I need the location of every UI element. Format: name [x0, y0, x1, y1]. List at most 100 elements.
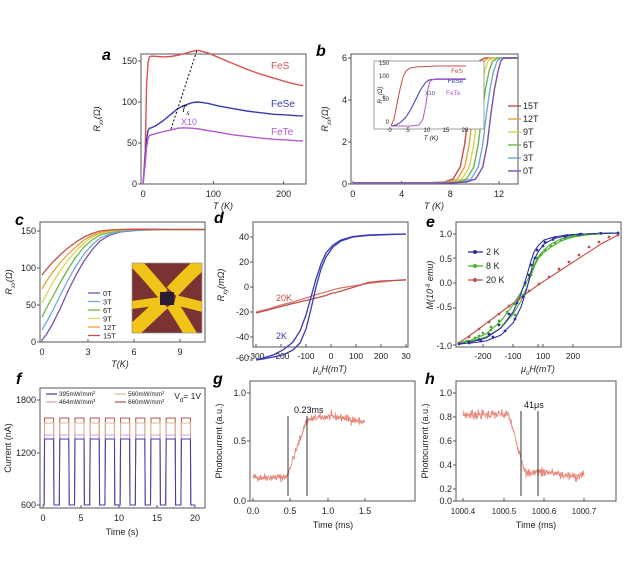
svg-text:660mW/mm2: 660mW/mm2: [128, 397, 165, 406]
svg-text:FeSe: FeSe: [271, 99, 295, 110]
svg-text:15: 15: [152, 513, 162, 523]
svg-text:100: 100: [206, 189, 221, 199]
svg-text:9: 9: [178, 347, 183, 357]
svg-text:-100: -100: [505, 351, 522, 361]
svg-text:150: 150: [379, 61, 390, 67]
svg-text:1000.5: 1000.5: [492, 507, 517, 516]
svg-text:0.0: 0.0: [440, 278, 453, 288]
svg-text:6: 6: [342, 53, 347, 63]
svg-text:μoH(mT): μoH(mT): [312, 364, 347, 377]
svg-text:0.5: 0.5: [234, 436, 247, 446]
svg-text:FeSe: FeSe: [447, 78, 463, 85]
svg-text:μoH(mT): μoH(mT): [521, 364, 556, 377]
svg-text:FeS: FeS: [271, 61, 290, 72]
svg-text:Vd= 1V: Vd= 1V: [174, 391, 201, 404]
svg-text:X10: X10: [425, 91, 435, 97]
svg-text:0.2: 0.2: [439, 484, 452, 494]
svg-text:4: 4: [399, 189, 404, 199]
svg-text:100: 100: [349, 351, 363, 361]
svg-text:200: 200: [566, 351, 580, 361]
svg-text:0: 0: [132, 179, 137, 189]
svg-text:12: 12: [494, 189, 504, 199]
svg-text:T (K): T (K): [424, 201, 444, 211]
svg-text:100: 100: [21, 263, 36, 273]
svg-text:3T: 3T: [523, 153, 534, 163]
svg-text:0: 0: [31, 337, 36, 347]
svg-text:12T: 12T: [523, 114, 539, 124]
svg-text:1000.6: 1000.6: [532, 507, 557, 516]
svg-text:-40: -40: [236, 332, 249, 342]
svg-text:0.0: 0.0: [234, 496, 247, 506]
svg-text:6T: 6T: [523, 140, 534, 150]
svg-text:-200: -200: [475, 351, 492, 361]
svg-text:6: 6: [132, 347, 137, 357]
svg-text:0.0: 0.0: [439, 496, 452, 506]
svg-text:30: 30: [401, 351, 411, 361]
svg-text:8: 8: [448, 189, 453, 199]
svg-text:5: 5: [78, 513, 83, 523]
svg-text:1.5: 1.5: [359, 506, 372, 516]
svg-text:0.5: 0.5: [284, 506, 297, 516]
svg-text:Photocurrent (a.u.): Photocurrent (a.u.): [214, 404, 224, 479]
svg-text:T (K): T (K): [424, 135, 438, 142]
svg-text:15: 15: [443, 128, 450, 134]
svg-text:4: 4: [342, 95, 347, 105]
svg-text:9T: 9T: [523, 127, 534, 137]
svg-text:Rxx(Ω): Rxx(Ω): [4, 269, 17, 294]
svg-text:0.23ms: 0.23ms: [294, 405, 324, 415]
svg-text:1.0: 1.0: [439, 388, 452, 398]
svg-text:0.8: 0.8: [439, 412, 452, 422]
svg-text:1.0: 1.0: [234, 388, 247, 398]
svg-text:200: 200: [276, 189, 291, 199]
svg-text:1.0: 1.0: [322, 506, 335, 516]
svg-text:2: 2: [342, 137, 347, 147]
svg-text:-1.0: -1.0: [437, 341, 453, 351]
svg-text:Time (s): Time (s): [106, 527, 139, 537]
svg-text:0: 0: [342, 179, 347, 189]
svg-text:41μs: 41μs: [524, 400, 544, 410]
svg-text:T(K): T(K): [111, 359, 129, 369]
svg-text:0.4: 0.4: [439, 460, 452, 470]
svg-text:0: 0: [350, 189, 355, 199]
svg-text:0: 0: [40, 347, 45, 357]
svg-text:40: 40: [239, 232, 249, 242]
svg-text:1.0: 1.0: [440, 229, 453, 239]
svg-text:Time (ms): Time (ms): [313, 520, 353, 530]
svg-text:20K: 20K: [276, 293, 292, 303]
svg-text:2 K: 2 K: [486, 247, 500, 257]
svg-text:0: 0: [328, 351, 333, 361]
svg-text:0T: 0T: [523, 166, 534, 176]
svg-text:-20: -20: [236, 307, 249, 317]
svg-text:1000.7: 1000.7: [572, 507, 597, 516]
svg-text:395mW/mm2: 395mW/mm2: [59, 389, 96, 398]
svg-text:100: 100: [379, 74, 390, 80]
svg-text:X10: X10: [181, 117, 197, 127]
svg-text:0: 0: [141, 189, 146, 199]
svg-text:FeTe: FeTe: [271, 127, 294, 138]
svg-text:10: 10: [424, 128, 431, 134]
svg-text:Ts: Ts: [181, 104, 190, 117]
svg-text:15T: 15T: [523, 101, 539, 111]
svg-text:100: 100: [122, 97, 137, 107]
svg-text:0: 0: [244, 282, 249, 292]
svg-text:15T: 15T: [103, 331, 116, 340]
svg-text:50: 50: [26, 300, 36, 310]
svg-text:Current (nA): Current (nA): [3, 423, 13, 473]
svg-text:Rxx(Ω): Rxx(Ω): [320, 106, 333, 131]
svg-text:150: 150: [122, 56, 137, 66]
svg-text:464mW/mm2: 464mW/mm2: [59, 397, 96, 406]
svg-text:Rxx(Ω): Rxx(Ω): [92, 106, 105, 131]
svg-text:20: 20: [239, 257, 249, 267]
svg-text:Time (ms): Time (ms): [516, 520, 556, 530]
svg-text:100: 100: [536, 351, 550, 361]
svg-text:Rxy(mΩ): Rxy(mΩ): [216, 269, 229, 302]
svg-text:FeS: FeS: [451, 68, 464, 75]
svg-text:M(10-6 emu): M(10-6 emu): [425, 260, 435, 309]
svg-text:560mW/mm2: 560mW/mm2: [128, 389, 165, 398]
svg-text:2K: 2K: [276, 331, 287, 341]
svg-text:1800: 1800: [16, 395, 36, 405]
svg-text:0.5: 0.5: [440, 254, 453, 264]
svg-text:8 K: 8 K: [486, 261, 500, 271]
svg-text:FeTe: FeTe: [446, 90, 461, 97]
svg-text:0: 0: [40, 513, 45, 523]
